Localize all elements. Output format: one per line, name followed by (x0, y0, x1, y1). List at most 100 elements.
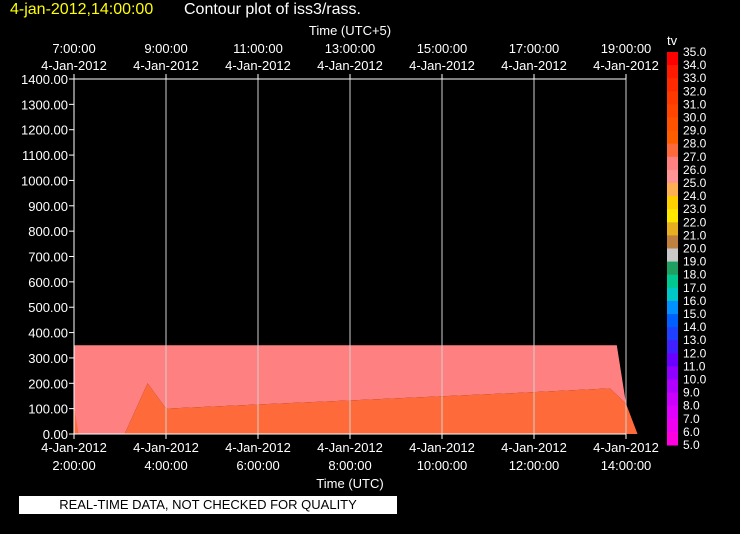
plot-title: Contour plot of iss3/rass. (184, 1, 361, 18)
colorbar-level-label: 23.0 (683, 202, 707, 216)
axes: 0.00 100.00 200.00 300.00 400.00 500.00 600.00… (21, 23, 659, 491)
colorbar-swatch (667, 104, 678, 118)
x2-tick-time-label: 11:00:00 (233, 41, 283, 56)
colorbar-swatch (667, 78, 678, 92)
colorbar-level-label: 19.0 (683, 255, 707, 269)
x2-tick-time-label: 9:00:00 (144, 41, 187, 56)
colorbar-level-label: 24.0 (683, 189, 707, 203)
x2-tick-date-label: 4-Jan-2012 (133, 58, 199, 73)
x2-tick-time-label: 19:00:00 (601, 41, 652, 56)
colorbar-swatch (667, 222, 678, 236)
colorbar-swatch (667, 91, 678, 105)
colorbar: tv 35.034.033.032.031.030.029.028.027.026… (667, 33, 707, 452)
colorbar-level-label: 31.0 (683, 97, 707, 111)
colorbar-level-label: 20.0 (683, 242, 707, 256)
x-tick-time-label: 12:00:00 (509, 458, 560, 473)
x2-tick-date-label: 4-Jan-2012 (41, 58, 107, 73)
x2-tick-date-label: 4-Jan-2012 (593, 58, 659, 73)
colorbar-swatch (667, 117, 678, 132)
colorbar-level-label: 22.0 (683, 215, 707, 229)
colorbar-swatch (667, 274, 678, 289)
x-tick-time-label: 4:00:00 (144, 458, 187, 473)
colorbar-level-label: 35.0 (683, 45, 707, 59)
y-tick-label: 600.00 (28, 275, 68, 290)
quality-warning: REAL-TIME DATA, NOT CHECKED FOR QUALITY (19, 496, 397, 514)
colorbar-swatch (667, 366, 678, 380)
x-axis-title: Time (UTC) (316, 476, 383, 491)
y-tick-label: 100.00 (28, 402, 68, 417)
colorbar-level-label: 6.0 (683, 425, 700, 439)
colorbar-swatch (667, 156, 678, 171)
colorbar-level-label: 28.0 (683, 137, 707, 151)
colorbar-title: tv (667, 33, 678, 48)
y-tick-label: 0.00 (43, 427, 68, 442)
x2-tick-date-label: 4-Jan-2012 (317, 58, 383, 73)
colorbar-level-label: 16.0 (683, 294, 707, 308)
colorbar-swatch (667, 209, 678, 223)
x2-tick-time-label: 7:00:00 (52, 41, 95, 56)
colorbar-swatch (667, 379, 678, 394)
x-tick-date-label: 4-Jan-2012 (317, 440, 383, 455)
colorbar-swatch (667, 353, 678, 367)
colorbar-level-label: 11.0 (683, 359, 706, 373)
colorbar-level-label: 14.0 (683, 320, 707, 334)
y-tick-label: 200.00 (28, 376, 68, 391)
colorbar-level-label: 32.0 (683, 84, 707, 98)
y-tick-label: 700.00 (28, 250, 68, 265)
y-tick-label: 1200.00 (21, 123, 68, 138)
colorbar-level-label: 17.0 (683, 281, 707, 295)
colorbar-swatch (667, 314, 678, 328)
colorbar-swatch (667, 418, 678, 433)
colorbar-swatch (667, 52, 678, 66)
colorbar-swatch (667, 261, 678, 276)
colorbar-swatch (667, 431, 678, 446)
colorbar-level-label: 29.0 (683, 124, 707, 138)
colorbar-swatch (667, 143, 678, 158)
y-tick-label: 400.00 (28, 326, 68, 341)
contour-region-27-28 (74, 406, 79, 434)
x2-tick-time-label: 17:00:00 (509, 41, 560, 56)
colorbar-level-label: 27.0 (683, 150, 707, 164)
contour-regions (74, 345, 638, 434)
x-tick-time-label: 2:00:00 (52, 458, 95, 473)
colorbar-level-label: 34.0 (683, 58, 707, 72)
colorbar-level-label: 15.0 (683, 307, 707, 321)
y-tick-label: 1300.00 (21, 97, 68, 112)
grid-lines (73, 79, 627, 434)
x2-tick-date-label: 4-Jan-2012 (225, 58, 291, 73)
colorbar-level-label: 10.0 (683, 373, 707, 387)
colorbar-swatch (667, 183, 678, 197)
contour-region-27-28 (124, 383, 638, 434)
x2-axis-title: Time (UTC+5) (309, 23, 391, 38)
x2-tick-time-label: 15:00:00 (417, 41, 468, 56)
x-tick-time-label: 8:00:00 (328, 458, 371, 473)
y-tick-label: 1000.00 (21, 173, 68, 188)
y-tick-label: 800.00 (28, 224, 68, 239)
colorbar-level-label: 21.0 (683, 228, 707, 242)
plot-timestamp: 4-jan-2012,14:00:00 (10, 1, 154, 18)
x-tick-date-label: 4-Jan-2012 (133, 440, 199, 455)
colorbar-level-label: 30.0 (683, 111, 707, 125)
colorbar-swatch (667, 327, 678, 341)
x-tick-date-label: 4-Jan-2012 (501, 440, 567, 455)
colorbar-swatch (667, 287, 678, 302)
colorbar-swatch (667, 196, 678, 210)
colorbar-swatch (667, 169, 678, 184)
x2-tick-time-label: 13:00:00 (325, 41, 376, 56)
y-tick-label: 300.00 (28, 351, 68, 366)
colorbar-swatch (667, 392, 678, 407)
x-tick-time-label: 6:00:00 (236, 458, 279, 473)
colorbar-level-label: 12.0 (683, 346, 707, 360)
colorbar-level-label: 7.0 (683, 412, 700, 426)
colorbar-swatch (667, 235, 678, 249)
colorbar-level-label: 5.0 (683, 438, 700, 452)
x-tick-date-label: 4-Jan-2012 (225, 440, 291, 455)
colorbar-swatch (667, 405, 678, 420)
colorbar-swatch (667, 248, 678, 263)
x2-tick-date-label: 4-Jan-2012 (501, 58, 567, 73)
colorbar-level-label: 13.0 (683, 333, 707, 347)
y-tick-label: 500.00 (28, 300, 68, 315)
x-tick-date-label: 4-Jan-2012 (593, 440, 659, 455)
colorbar-swatch (667, 340, 678, 354)
